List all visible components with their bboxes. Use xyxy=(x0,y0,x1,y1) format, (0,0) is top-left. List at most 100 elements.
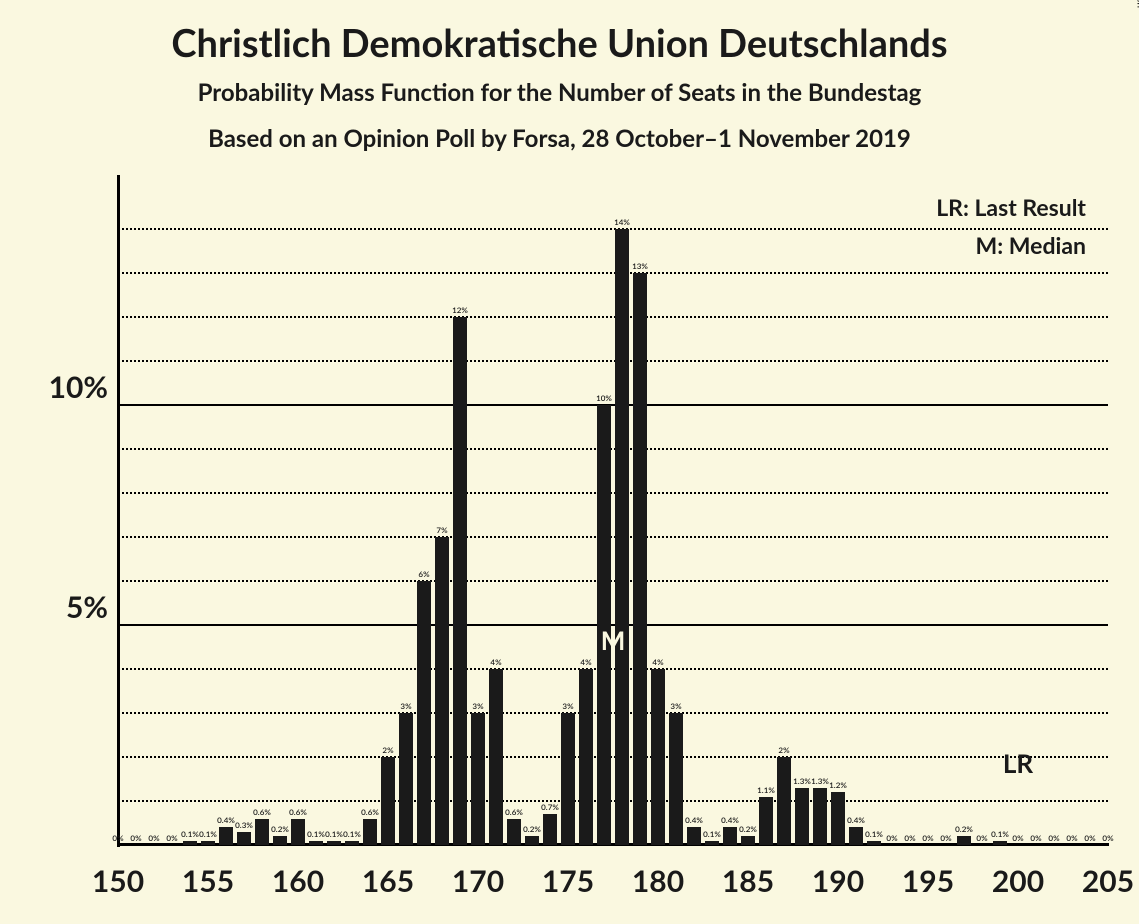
chart-subtitle-2: Based on an Opinion Poll by Forsa, 28 Oc… xyxy=(0,124,1119,153)
bar-value-label: 14% xyxy=(614,217,630,227)
bar-value-label: 0.6% xyxy=(253,807,271,817)
bar xyxy=(795,788,810,845)
bar-value-label: 0.2% xyxy=(955,824,973,834)
bar xyxy=(759,797,774,845)
bar-value-label: 0.1% xyxy=(325,829,343,839)
bar xyxy=(291,819,306,845)
x-tick-label: 160 xyxy=(272,863,324,899)
bar xyxy=(543,814,558,845)
bar-value-label: 3% xyxy=(472,701,483,711)
bar xyxy=(507,819,522,845)
bar-value-label: 13% xyxy=(632,261,648,271)
bar-value-label: 0% xyxy=(148,833,159,843)
bar-value-label: 0% xyxy=(886,833,897,843)
bar-value-label: 0.6% xyxy=(289,807,307,817)
bar-value-label: 12% xyxy=(452,305,468,315)
bar-value-label: 0.1% xyxy=(703,829,721,839)
gridline-minor xyxy=(118,272,1108,274)
bar xyxy=(831,792,846,845)
bar-value-label: 0.6% xyxy=(361,807,379,817)
bar-value-label: 0% xyxy=(1084,833,1095,843)
bar xyxy=(957,836,972,845)
bar-value-label: 2% xyxy=(778,745,789,755)
bar xyxy=(705,841,720,845)
bar-value-label: 1.1% xyxy=(757,785,775,795)
y-tick-label: 5% xyxy=(66,589,108,625)
bar xyxy=(723,827,738,845)
bar-value-label: 0% xyxy=(166,833,177,843)
legend-lr: LR: Last Result xyxy=(936,193,1086,221)
gridline-minor xyxy=(118,756,1108,758)
bar-value-label: 3% xyxy=(562,701,573,711)
bar xyxy=(651,669,666,845)
bar-value-label: 0% xyxy=(1066,833,1077,843)
gridline-minor xyxy=(118,800,1108,802)
bar-value-label: 4% xyxy=(652,657,663,667)
bar-value-label: 0% xyxy=(130,833,141,843)
bar xyxy=(849,827,864,845)
x-tick-label: 205 xyxy=(1082,863,1134,899)
bar xyxy=(471,713,486,845)
bar xyxy=(525,836,540,845)
bar-value-label: 0% xyxy=(940,833,951,843)
x-tick-label: 195 xyxy=(902,863,954,899)
bar xyxy=(237,832,252,845)
x-tick-label: 155 xyxy=(182,863,234,899)
bar-value-label: 0.7% xyxy=(541,802,559,812)
bar-value-label: 10% xyxy=(596,393,612,403)
bar xyxy=(345,841,360,845)
bar xyxy=(561,713,576,845)
bar-value-label: 0.6% xyxy=(505,807,523,817)
bar-value-label: 0% xyxy=(922,833,933,843)
chart-title: Christlich Demokratische Union Deutschla… xyxy=(0,20,1119,66)
bar xyxy=(255,819,270,845)
bar-value-label: 3% xyxy=(670,701,681,711)
bar xyxy=(453,317,468,845)
x-tick-label: 170 xyxy=(452,863,504,899)
bar xyxy=(615,229,630,845)
bar-value-label: 3% xyxy=(400,701,411,711)
bar xyxy=(381,757,396,845)
bar xyxy=(741,836,756,845)
bar xyxy=(687,827,702,845)
bar xyxy=(579,669,594,845)
gridline-minor xyxy=(118,360,1108,362)
bar xyxy=(669,713,684,845)
y-axis-line xyxy=(117,175,120,847)
bar-value-label: 0% xyxy=(1048,833,1059,843)
bar xyxy=(183,841,198,845)
bar-value-label: 0.3% xyxy=(235,820,253,830)
bar xyxy=(867,841,882,845)
bar-value-label: 6% xyxy=(418,569,429,579)
x-tick-label: 200 xyxy=(992,863,1044,899)
bar xyxy=(993,841,1008,845)
bar-value-label: 0.1% xyxy=(865,829,883,839)
bar-value-label: 0.1% xyxy=(991,829,1009,839)
gridline-major xyxy=(118,404,1108,406)
bar-value-label: 0.4% xyxy=(721,815,739,825)
bar xyxy=(201,841,216,845)
x-tick-label: 150 xyxy=(92,863,144,899)
bar-value-label: 0% xyxy=(976,833,987,843)
bar-value-label: 0% xyxy=(112,833,123,843)
last-result-marker: LR xyxy=(1003,747,1033,779)
bar xyxy=(327,841,342,845)
gridline-minor xyxy=(118,668,1108,670)
bar-value-label: 4% xyxy=(490,657,501,667)
chart-plot-area: LR: Last Result M: Median 5%10%150155160… xyxy=(118,185,1108,845)
bar xyxy=(633,273,648,845)
x-tick-label: 165 xyxy=(362,863,414,899)
bar xyxy=(489,669,504,845)
gridline-minor xyxy=(118,712,1108,714)
bar-value-label: 0.2% xyxy=(739,824,757,834)
x-tick-label: 185 xyxy=(722,863,774,899)
bar xyxy=(813,788,828,845)
bar-value-label: 0.4% xyxy=(847,815,865,825)
bar-value-label: 0.1% xyxy=(199,829,217,839)
bar-value-label: 1.2% xyxy=(829,780,847,790)
chart-subtitle-1: Probability Mass Function for the Number… xyxy=(0,78,1119,107)
bar xyxy=(219,827,234,845)
bar-value-label: 2% xyxy=(382,745,393,755)
bar xyxy=(363,819,378,845)
gridline-minor xyxy=(118,316,1108,318)
